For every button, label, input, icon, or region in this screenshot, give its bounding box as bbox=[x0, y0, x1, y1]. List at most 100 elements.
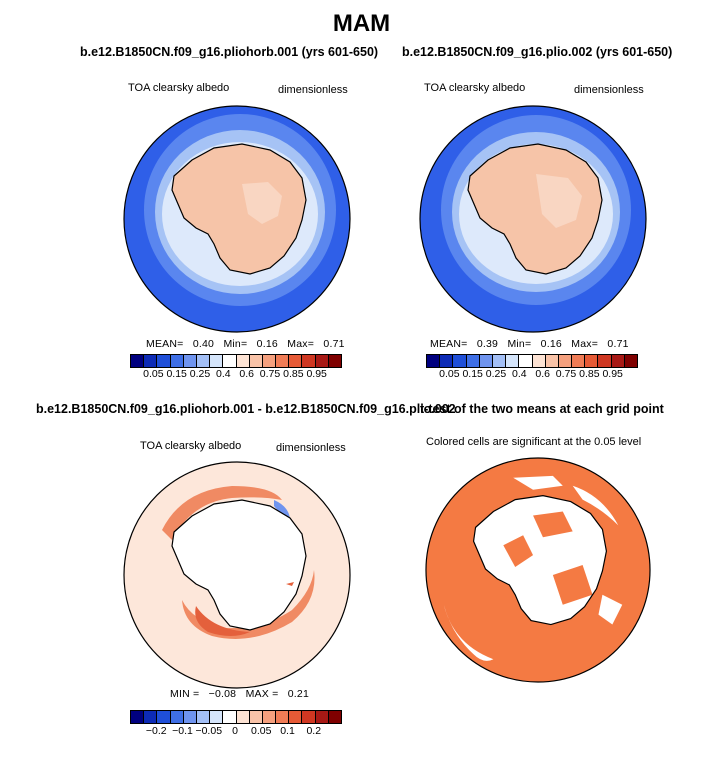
colorbar-tick-label: −0.1 bbox=[172, 725, 193, 737]
colorbar-tick-label: 0.1 bbox=[280, 725, 295, 737]
colorbar-tick-label: 0.25 bbox=[189, 368, 211, 380]
panel3-stats: MIN = −0.08 MAX = 0.21 bbox=[170, 688, 310, 700]
colorbar-tick-label: 0.6 bbox=[535, 368, 550, 380]
colorbar-swatch bbox=[210, 711, 224, 723]
panel4-title: t-test of the two means at each grid poi… bbox=[420, 402, 664, 416]
map-boundary bbox=[419, 105, 647, 333]
colorbar-swatch bbox=[572, 355, 586, 367]
map-boundary bbox=[123, 461, 351, 689]
colorbar-swatch bbox=[144, 711, 158, 723]
colorbar-swatch bbox=[249, 711, 263, 723]
colorbar-swatch bbox=[144, 355, 158, 367]
colorbar-tick-label: −0.2 bbox=[145, 725, 167, 737]
antarctica-coastline bbox=[472, 495, 608, 626]
panel4-subtitle: Colored cells are significant at the 0.0… bbox=[426, 436, 642, 448]
panel1-colorbar bbox=[130, 354, 342, 368]
panel2-title: b.e12.B1850CN.f09_g16.plio.002 (yrs 601-… bbox=[402, 45, 673, 59]
panel2-map bbox=[419, 105, 647, 333]
antarctica-land bbox=[468, 144, 602, 274]
colorbar-tick-label: 0.4 bbox=[512, 368, 527, 380]
panel2-colorbar bbox=[426, 354, 638, 368]
colorbar-swatch bbox=[624, 355, 637, 367]
colorbar-swatch bbox=[479, 355, 493, 367]
colorbar-swatch bbox=[262, 355, 277, 367]
colorbar-swatch bbox=[157, 355, 171, 367]
colorbar-swatch bbox=[558, 355, 573, 367]
colorbar-swatch bbox=[585, 355, 599, 367]
panel3-units: dimensionless bbox=[276, 442, 346, 454]
colorbar-tick-label: 0.6 bbox=[239, 368, 254, 380]
panel2-variable: TOA clearsky albedo bbox=[424, 82, 526, 94]
colorbar-swatch bbox=[183, 355, 197, 367]
panel1-variable: TOA clearsky albedo bbox=[128, 82, 230, 94]
colorbar-swatch bbox=[196, 711, 211, 723]
colorbar-swatch bbox=[440, 355, 454, 367]
colorbar-swatch bbox=[210, 355, 224, 367]
colorbar-swatch bbox=[131, 711, 145, 723]
colorbar-swatch bbox=[611, 355, 625, 367]
colorbar-tick-label: 0.95 bbox=[306, 368, 327, 380]
colorbar-swatch bbox=[131, 355, 145, 367]
map-boundary bbox=[425, 457, 651, 683]
colorbar-swatch bbox=[519, 355, 533, 367]
colorbar-tick-label: 0.85 bbox=[283, 368, 304, 380]
panel3-colorbar bbox=[130, 710, 342, 724]
colorbar-swatch bbox=[249, 355, 263, 367]
panel3-variable: TOA clearsky albedo bbox=[140, 440, 242, 452]
colorbar-tick-label: 0.85 bbox=[579, 368, 600, 380]
colorbar-swatch bbox=[492, 355, 507, 367]
colorbar-swatch bbox=[236, 355, 250, 367]
colorbar-tick-label: 0.4 bbox=[216, 368, 231, 380]
antarctica-coastline bbox=[171, 499, 307, 631]
panel1-stats: MEAN= 0.40 Min= 0.16 Max= 0.71 bbox=[146, 338, 345, 350]
antarctica-land bbox=[172, 144, 306, 274]
colorbar-swatch bbox=[532, 355, 546, 367]
negative-anomaly bbox=[274, 500, 290, 518]
panel1-units: dimensionless bbox=[278, 84, 348, 96]
colorbar-tick-label: 0 bbox=[232, 725, 238, 737]
colorbar-swatch bbox=[157, 711, 171, 723]
strong-anomaly bbox=[195, 606, 250, 636]
colorbar-swatch bbox=[302, 355, 316, 367]
colorbar-swatch bbox=[236, 711, 250, 723]
colorbar-tick-label: 0.15 bbox=[462, 368, 483, 380]
panel3-map bbox=[123, 461, 351, 689]
colorbar-tick-label: −0.05 bbox=[195, 725, 223, 737]
antarctica-coastline bbox=[171, 143, 307, 275]
colorbar-swatch bbox=[289, 711, 303, 723]
colorbar-swatch bbox=[223, 711, 237, 723]
positive-anomaly-band bbox=[162, 486, 282, 540]
colorbar-swatch bbox=[315, 355, 329, 367]
colorbar-tick-label: 0.05 bbox=[251, 725, 272, 737]
colorbar-swatch bbox=[506, 355, 520, 367]
colorbar-swatch bbox=[302, 711, 316, 723]
panel1-map bbox=[123, 105, 351, 333]
colorbar-swatch bbox=[170, 711, 184, 723]
colorbar-swatch bbox=[315, 711, 329, 723]
antarctica-coastline bbox=[467, 143, 603, 275]
colorbar-tick-label: 0.2 bbox=[306, 725, 322, 737]
panel2-colorbar-labels: 0.05 0.15 0.25 0.4 0.6 0.75 0.85 0.95 bbox=[426, 368, 636, 382]
panel3-colorbar-labels: −0.2 −0.1 −0.05 0 0.05 0.1 0.2 bbox=[130, 725, 340, 739]
colorbar-swatch bbox=[545, 355, 559, 367]
panel4-map bbox=[425, 457, 651, 683]
colorbar-swatch bbox=[276, 355, 290, 367]
colorbar-tick-label: 0.05 bbox=[143, 368, 164, 380]
panel2-stats: MEAN= 0.39 Min= 0.16 Max= 0.71 bbox=[430, 338, 629, 350]
colorbar-tick-label: 0.95 bbox=[602, 368, 623, 380]
panel2-units: dimensionless bbox=[574, 84, 644, 96]
colorbar-swatch bbox=[427, 355, 441, 367]
colorbar-swatch bbox=[276, 711, 290, 723]
antarctica-land bbox=[172, 500, 306, 630]
colorbar-swatch bbox=[196, 355, 211, 367]
panel1-title: b.e12.B1850CN.f09_g16.pliohorb.001 (yrs … bbox=[80, 45, 379, 59]
panel1-colorbar-labels: 0.05 0.15 0.25 0.4 0.6 0.75 0.85 0.95 bbox=[130, 368, 340, 382]
colorbar-swatch bbox=[453, 355, 467, 367]
colorbar-tick-label: 0.05 bbox=[439, 368, 460, 380]
colorbar-tick-label: 0.75 bbox=[259, 368, 281, 380]
colorbar-swatch bbox=[223, 355, 237, 367]
figure-title: MAM bbox=[332, 10, 391, 37]
colorbar-tick-label: 0.25 bbox=[485, 368, 507, 380]
colorbar-tick-label: 0.75 bbox=[555, 368, 577, 380]
colorbar-tick-label: 0.15 bbox=[166, 368, 187, 380]
